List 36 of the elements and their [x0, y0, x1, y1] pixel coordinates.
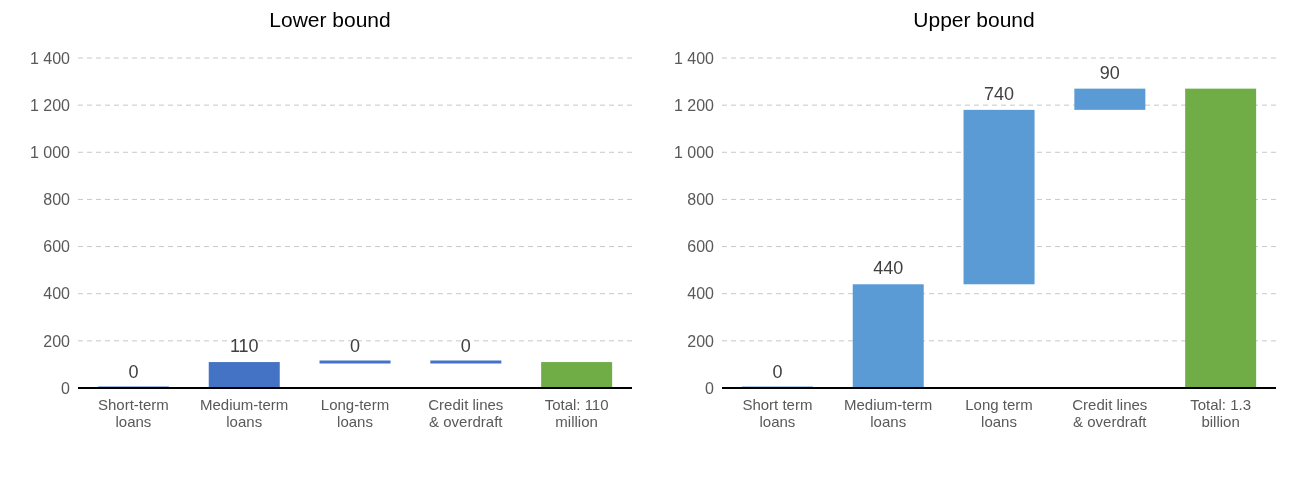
x-tick-label: Short term loans — [742, 396, 813, 430]
y-tick-label: 800 — [43, 191, 71, 209]
data-label: 110 — [229, 336, 259, 357]
x-tick-label: Long term loans — [965, 396, 1033, 430]
y-tick-label: 1 400 — [673, 49, 715, 67]
y-tick-label: 0 — [61, 379, 71, 397]
data-label: 0 — [460, 336, 471, 357]
y-tick-label: 800 — [687, 191, 715, 209]
y-tick-label: 1 000 — [29, 143, 71, 161]
data-label: 0 — [128, 362, 139, 382]
y-tick-label: 1 400 — [29, 49, 71, 67]
x-tick-label: Credit lines & overdraft — [428, 396, 504, 430]
data-label: 0 — [350, 336, 361, 357]
data-label: 0 — [772, 362, 783, 382]
y-tick-label: 200 — [43, 332, 71, 350]
x-tick-label: Medium-term loans — [200, 396, 289, 430]
y-tick-label: 1 200 — [29, 96, 71, 114]
x-tick-label: Short-term loans — [97, 396, 169, 430]
x-tick-label: Credit lines & overdraft — [1072, 396, 1148, 430]
data-label: 440 — [873, 258, 904, 279]
y-tick-label: 600 — [687, 238, 715, 256]
y-tick-label: 400 — [687, 285, 715, 303]
chart-title: Upper bound — [912, 8, 1036, 33]
data-label: 740 — [984, 83, 1015, 104]
y-tick-label: 0 — [705, 379, 715, 397]
y-tick-label: 1 000 — [673, 143, 715, 161]
y-tick-label: 600 — [43, 238, 71, 256]
y-tick-label: 200 — [687, 332, 715, 350]
x-tick-label: Medium-term loans — [844, 396, 933, 430]
x-tick-label: Total: 1.3 billion — [1190, 396, 1252, 430]
data-label: 90 — [1099, 62, 1120, 83]
y-tick-label: 400 — [43, 285, 71, 303]
x-tick-label: Long-term loans — [320, 396, 390, 430]
y-tick-label: 1 200 — [673, 96, 715, 114]
x-tick-label: Total: 110 million — [544, 396, 609, 430]
chart-title: Lower bound — [268, 8, 392, 33]
